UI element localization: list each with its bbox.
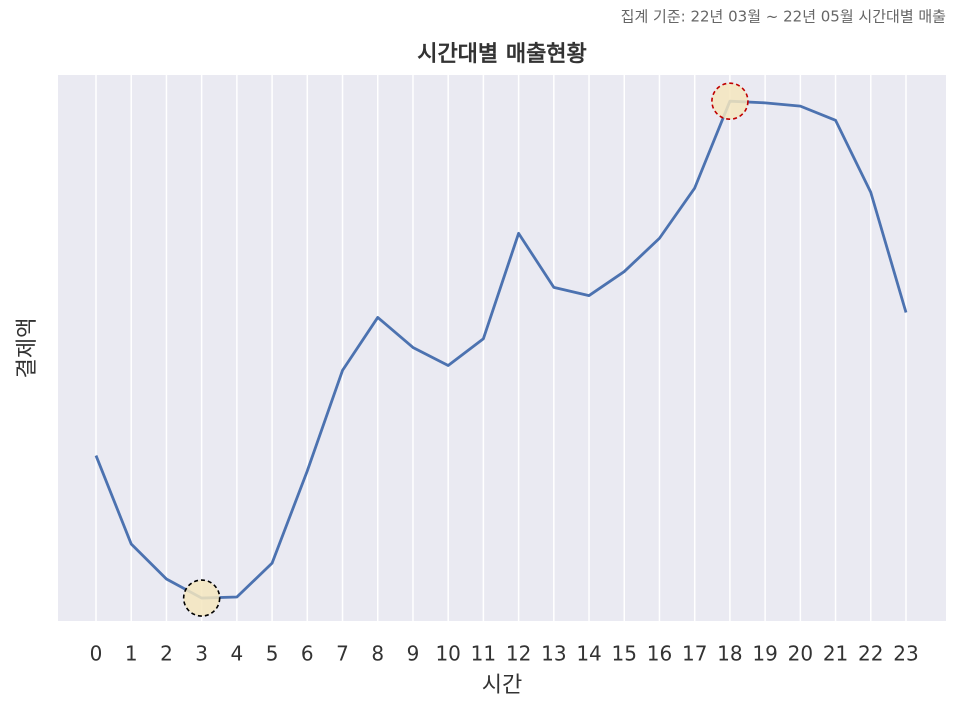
plot-area — [58, 75, 946, 621]
x-tick-label: 8 — [371, 642, 384, 666]
x-tick-label: 9 — [407, 642, 420, 666]
line — [94, 99, 908, 600]
x-tick-label: 14 — [576, 642, 601, 666]
chart-subtitle: 집계 기준: 22년 03월 ~ 22년 05월 시간대별 매출 — [621, 8, 946, 26]
x-tick-label: 22 — [858, 642, 883, 666]
x-tick-label: 19 — [752, 642, 777, 666]
x-tick-label: 6 — [301, 642, 314, 666]
x-tick-label: 2 — [160, 642, 173, 666]
x-axis-label: 시간 — [482, 673, 522, 698]
y-axis-label: 결제액 — [15, 318, 40, 379]
x-tick-label: 13 — [541, 642, 566, 666]
x-tick-label: 18 — [717, 642, 742, 666]
x-tick-label: 12 — [506, 642, 531, 666]
x-tick-label: 20 — [788, 642, 813, 666]
x-tick-label: 11 — [471, 642, 496, 666]
x-tick-label: 23 — [893, 642, 918, 666]
chart-title: 시간대별 매출현황 — [417, 42, 587, 67]
x-tick-label: 21 — [823, 642, 848, 666]
highlight-circle — [182, 579, 221, 617]
x-tick-label: 7 — [336, 642, 349, 666]
x-tick-label: 5 — [266, 642, 279, 666]
x-tick-label: 10 — [435, 642, 460, 666]
highlight-circle — [711, 82, 749, 121]
x-tick-label: 4 — [231, 642, 244, 666]
x-tick-label: 3 — [195, 642, 208, 666]
x-tick-label: 17 — [682, 642, 707, 666]
x-tick-label: 0 — [90, 642, 103, 666]
x-tick-label: 15 — [612, 642, 637, 666]
x-tick-label: 16 — [647, 642, 672, 666]
x-tick-label: 1 — [125, 642, 138, 666]
